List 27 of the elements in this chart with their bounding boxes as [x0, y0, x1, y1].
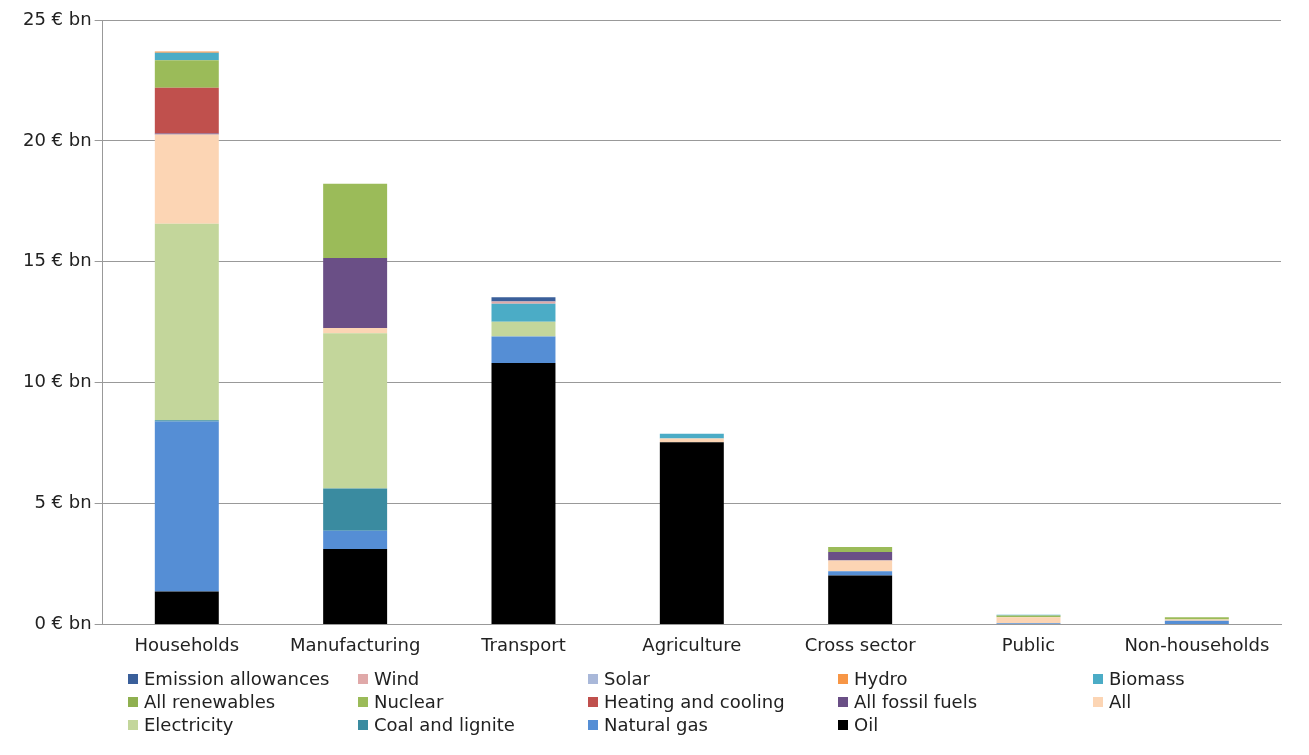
- legend-label: Hydro: [854, 668, 908, 689]
- legend-label: Natural gas: [604, 714, 708, 735]
- x-tick-label: Manufacturing: [289, 633, 421, 655]
- legend-label: Emission allowances: [144, 668, 330, 689]
- legend-label: Wind: [374, 668, 420, 689]
- y-tick-label: 25 € bn: [22, 7, 92, 29]
- legend-label: Biomass: [1109, 668, 1185, 689]
- legend-label: Coal and lignite: [374, 714, 515, 735]
- y-tick-label: 20 € bn: [22, 128, 92, 150]
- legend-label: Nuclear: [374, 691, 444, 712]
- y-tick-label: 10 € bn: [22, 370, 92, 392]
- y-tick-label: 15 € bn: [22, 249, 92, 271]
- x-tick-label: Households: [134, 633, 240, 655]
- x-tick-label: Non-households: [1124, 633, 1270, 655]
- legend-label: Heating and cooling: [604, 691, 785, 712]
- legend-label: Solar: [604, 668, 650, 689]
- x-tick-label: Cross sector: [804, 633, 917, 655]
- legend-label: All renewables: [144, 691, 276, 712]
- x-tick-label: Transport: [480, 633, 566, 655]
- legend-label: Electricity: [144, 714, 234, 735]
- legend-label: All fossil fuels: [854, 691, 978, 712]
- x-tick-label: Agriculture: [642, 633, 742, 655]
- y-tick-label: 0 € bn: [34, 612, 92, 634]
- legend-label: All: [1109, 691, 1132, 712]
- x-tick-label: Public: [1001, 633, 1056, 655]
- y-tick-label: 5 € bn: [34, 491, 92, 513]
- legend-label: Oil: [854, 714, 879, 735]
